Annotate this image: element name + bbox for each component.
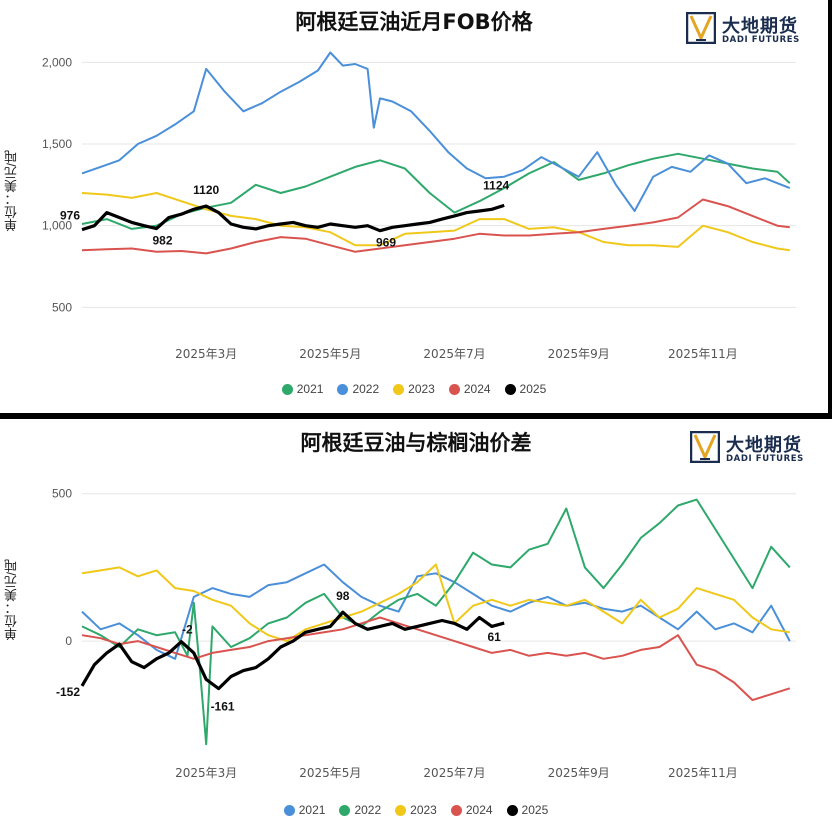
x-tick-label: 2025年11月 — [668, 766, 738, 780]
legend-item-2023[interactable]: 2023 — [393, 382, 435, 396]
x-tick-label: 2025年3月 — [175, 766, 237, 780]
legend-item-2022[interactable]: 2022 — [337, 382, 379, 396]
series-line-2022 — [81, 498, 791, 746]
data-label: 1124 — [483, 178, 509, 192]
x-tick-label: 2025年3月 — [175, 347, 237, 361]
legend-dot-icon — [506, 804, 518, 816]
data-label: 1120 — [193, 183, 219, 197]
legend-dot-icon — [337, 383, 349, 395]
data-label: 98 — [336, 589, 350, 603]
y-tick-label: 500 — [52, 487, 72, 501]
dadi-futures-logo: 大地期货 DADI FUTURES — [686, 10, 822, 48]
fob-price-chart: 500 1,000 1,500 2,000 2025年3月 2025年5月 2025年7月 2… — [42, 51, 796, 361]
series-line-2022 — [81, 51, 791, 212]
data-label: 982 — [152, 234, 172, 248]
logo-en-text: DADI FUTURES — [722, 35, 800, 45]
legend-dot-icon — [281, 383, 293, 395]
series-line-2021 — [81, 152, 791, 230]
logo-en-text: DADI FUTURES — [726, 454, 804, 464]
chart-title: 阿根廷豆油近月FOB价格 — [295, 10, 533, 34]
legend-item-2025[interactable]: 2025 — [506, 803, 548, 817]
legend-dot-icon — [283, 804, 295, 816]
series-line-2025 — [80, 610, 505, 691]
x-tick-label: 2025年5月 — [299, 766, 361, 780]
legend-item-2021[interactable]: 2021 — [283, 803, 325, 817]
data-label: -2 — [182, 623, 193, 637]
series-line-2025 — [81, 203, 505, 233]
legend-item-2025[interactable]: 2025 — [504, 382, 546, 396]
series-line-2024 — [81, 198, 790, 255]
data-label: 969 — [376, 236, 396, 250]
data-label: -161 — [211, 700, 235, 714]
legend-dot-icon — [448, 383, 460, 395]
chart-title: 阿根廷豆油与棕榈油价差 — [300, 431, 532, 455]
series-line-2024 — [81, 616, 791, 702]
series-line-2023 — [81, 563, 790, 643]
dadi-futures-logo: 大地期货 DADI FUTURES — [690, 429, 826, 467]
y-tick-label: 0 — [65, 634, 72, 648]
legend-item-2024[interactable]: 2024 — [450, 803, 493, 817]
x-tick-label: 2025年9月 — [548, 347, 610, 361]
x-tick-label: 2025年9月 — [548, 766, 610, 780]
x-tick-label: 2025年5月 — [299, 347, 361, 361]
spread-chart: 0 500 2025年3月 2025年5月 2025年7月 2025年9月 2025年11月… — [52, 487, 796, 780]
chart-legend: 2021 2022 2023 2024 2025 — [0, 803, 832, 817]
fob-price-panel: 阿根廷豆油近月FOB价格 大地期货 DADI FUTURES 单位：美元/吨 5… — [0, 0, 828, 413]
y-tick-label: 500 — [52, 300, 72, 314]
legend-dot-icon — [339, 804, 351, 816]
legend-dot-icon — [504, 383, 516, 395]
legend-dot-icon — [395, 804, 407, 816]
legend-dot-icon — [393, 383, 405, 395]
data-label: 61 — [488, 630, 502, 644]
dadi-logo-mark-icon — [690, 431, 720, 463]
x-tick-label: 2025年7月 — [423, 347, 485, 361]
x-tick-label: 2025年11月 — [668, 347, 738, 361]
legend-dot-icon — [450, 804, 462, 816]
x-tick-label: 2025年7月 — [423, 766, 485, 780]
legend-item-2024[interactable]: 2024 — [448, 382, 491, 396]
dadi-logo-mark-icon — [686, 12, 716, 44]
legend-item-2022[interactable]: 2022 — [339, 803, 381, 817]
legend-item-2023[interactable]: 2023 — [395, 803, 437, 817]
logo-cn-text: 大地期货 — [726, 435, 802, 456]
data-label: 976 — [60, 209, 80, 223]
legend-item-2021[interactable]: 2021 — [281, 382, 323, 396]
y-tick-label: 2,000 — [42, 55, 72, 69]
y-tick-label: 1,500 — [42, 137, 72, 151]
data-label: -152 — [56, 685, 80, 699]
y-tick-label: 1,000 — [42, 219, 72, 233]
logo-cn-text: 大地期货 — [722, 16, 798, 37]
chart-legend: 2021 2022 2023 2024 2025 — [0, 382, 828, 396]
